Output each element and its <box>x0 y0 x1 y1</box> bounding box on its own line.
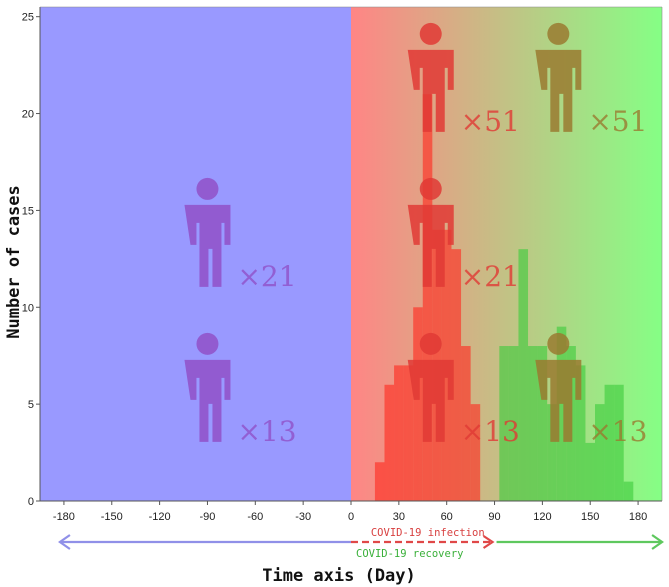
x-axis-title: Time axis (Day) <box>262 566 416 586</box>
infection-bar <box>413 307 423 501</box>
x-tick-label: -60 <box>247 511 263 523</box>
infection-bar <box>374 462 385 501</box>
person-head <box>196 177 219 200</box>
infection-bar <box>394 365 404 501</box>
person-icon <box>407 177 454 287</box>
x-tick-label: -30 <box>295 511 311 523</box>
recovery-bar <box>518 249 529 501</box>
person-markers: ×13 ×21 ×13 ×21 ×51 ×13 ×51 <box>184 22 647 448</box>
x-tick-label: 150 <box>581 511 599 523</box>
recovery-arrow-label: COVID-19 recovery <box>356 548 463 560</box>
multiplier-label: ×13 <box>588 415 647 448</box>
multiplier-label: ×51 <box>588 105 647 138</box>
person-icon <box>407 332 454 442</box>
multiplier-label: ×13 <box>237 415 296 448</box>
person-head <box>196 332 219 355</box>
person-icon <box>535 22 582 132</box>
infection-bar <box>451 249 462 501</box>
person-head <box>419 177 442 200</box>
timeline-arrows: COVID-19 infection COVID-19 recovery <box>58 527 664 560</box>
y-tick-label: 25 <box>22 12 34 24</box>
infection-arrow-right-head <box>482 535 495 549</box>
infection-bar <box>384 384 395 501</box>
x-tick-label: 60 <box>441 511 453 523</box>
infection-bar <box>470 404 481 501</box>
x-tick-label: -150 <box>101 511 123 523</box>
person-body <box>535 359 582 442</box>
person-body <box>407 49 454 132</box>
recovery-bar <box>508 346 519 501</box>
x-tick-label: 0 <box>348 511 354 523</box>
plot-background <box>40 7 662 501</box>
person-icon <box>184 332 231 442</box>
recovery-arrow-head <box>651 534 664 550</box>
person-icon <box>535 332 582 442</box>
x-tick-label: 90 <box>488 511 500 523</box>
y-tick-label: 15 <box>22 205 34 217</box>
recovery-bar <box>604 384 615 501</box>
recovery-bar <box>623 481 634 501</box>
recovery-bar <box>537 346 548 501</box>
person-body <box>407 359 454 442</box>
person-body <box>407 204 454 287</box>
recovery-bar <box>614 384 624 501</box>
recovery-bar <box>585 442 596 501</box>
recovery-bar <box>547 404 557 501</box>
infection-bar <box>461 346 471 501</box>
person-head <box>419 332 442 355</box>
y-tick-label: 20 <box>22 109 34 121</box>
background-pre-infection <box>40 7 351 501</box>
person-icon <box>407 22 454 132</box>
y-tick-label: 0 <box>28 496 34 508</box>
x-tick-label: 180 <box>629 511 647 523</box>
x-tick-label: -90 <box>200 511 216 523</box>
person-icon <box>184 177 231 287</box>
person-head <box>547 332 570 355</box>
recovery-bar <box>556 326 567 501</box>
y-axis-title: Number of cases <box>4 185 24 339</box>
infection-arrow-label: COVID-19 infection <box>371 527 485 539</box>
axes: 0 5 10 15 20 25 -180 -150 -120 -90 -60 -30 0 30 60 90 12… <box>22 6 663 523</box>
person-body <box>184 204 231 287</box>
recovery-bar <box>499 346 509 501</box>
person-head <box>419 22 442 45</box>
multiplier-label: ×21 <box>461 260 520 293</box>
x-tick-label: -120 <box>149 511 171 523</box>
person-body <box>184 359 231 442</box>
x-tick-label: 120 <box>533 511 551 523</box>
recovery-bar <box>528 346 538 501</box>
person-head <box>547 22 570 45</box>
person-body <box>535 49 582 132</box>
x-tick-label: 30 <box>393 511 405 523</box>
infection-bar <box>422 94 433 502</box>
multiplier-label: ×13 <box>461 415 520 448</box>
recovery-bar <box>575 365 586 501</box>
y-tick-label: 10 <box>22 302 34 314</box>
infection-bar <box>403 365 414 501</box>
multiplier-label: ×21 <box>237 260 296 293</box>
infection-arrow-left-head <box>58 534 71 550</box>
x-tick-label: -180 <box>53 511 75 523</box>
y-tick-label: 5 <box>28 399 34 411</box>
multiplier-label: ×51 <box>461 105 520 138</box>
recovery-bar <box>595 404 605 501</box>
